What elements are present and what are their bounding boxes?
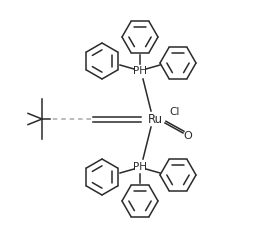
Text: Ru: Ru xyxy=(147,113,163,126)
Text: PH: PH xyxy=(133,66,147,76)
Text: PH: PH xyxy=(133,162,147,172)
Text: Cl: Cl xyxy=(169,107,179,117)
Text: O: O xyxy=(184,131,192,141)
